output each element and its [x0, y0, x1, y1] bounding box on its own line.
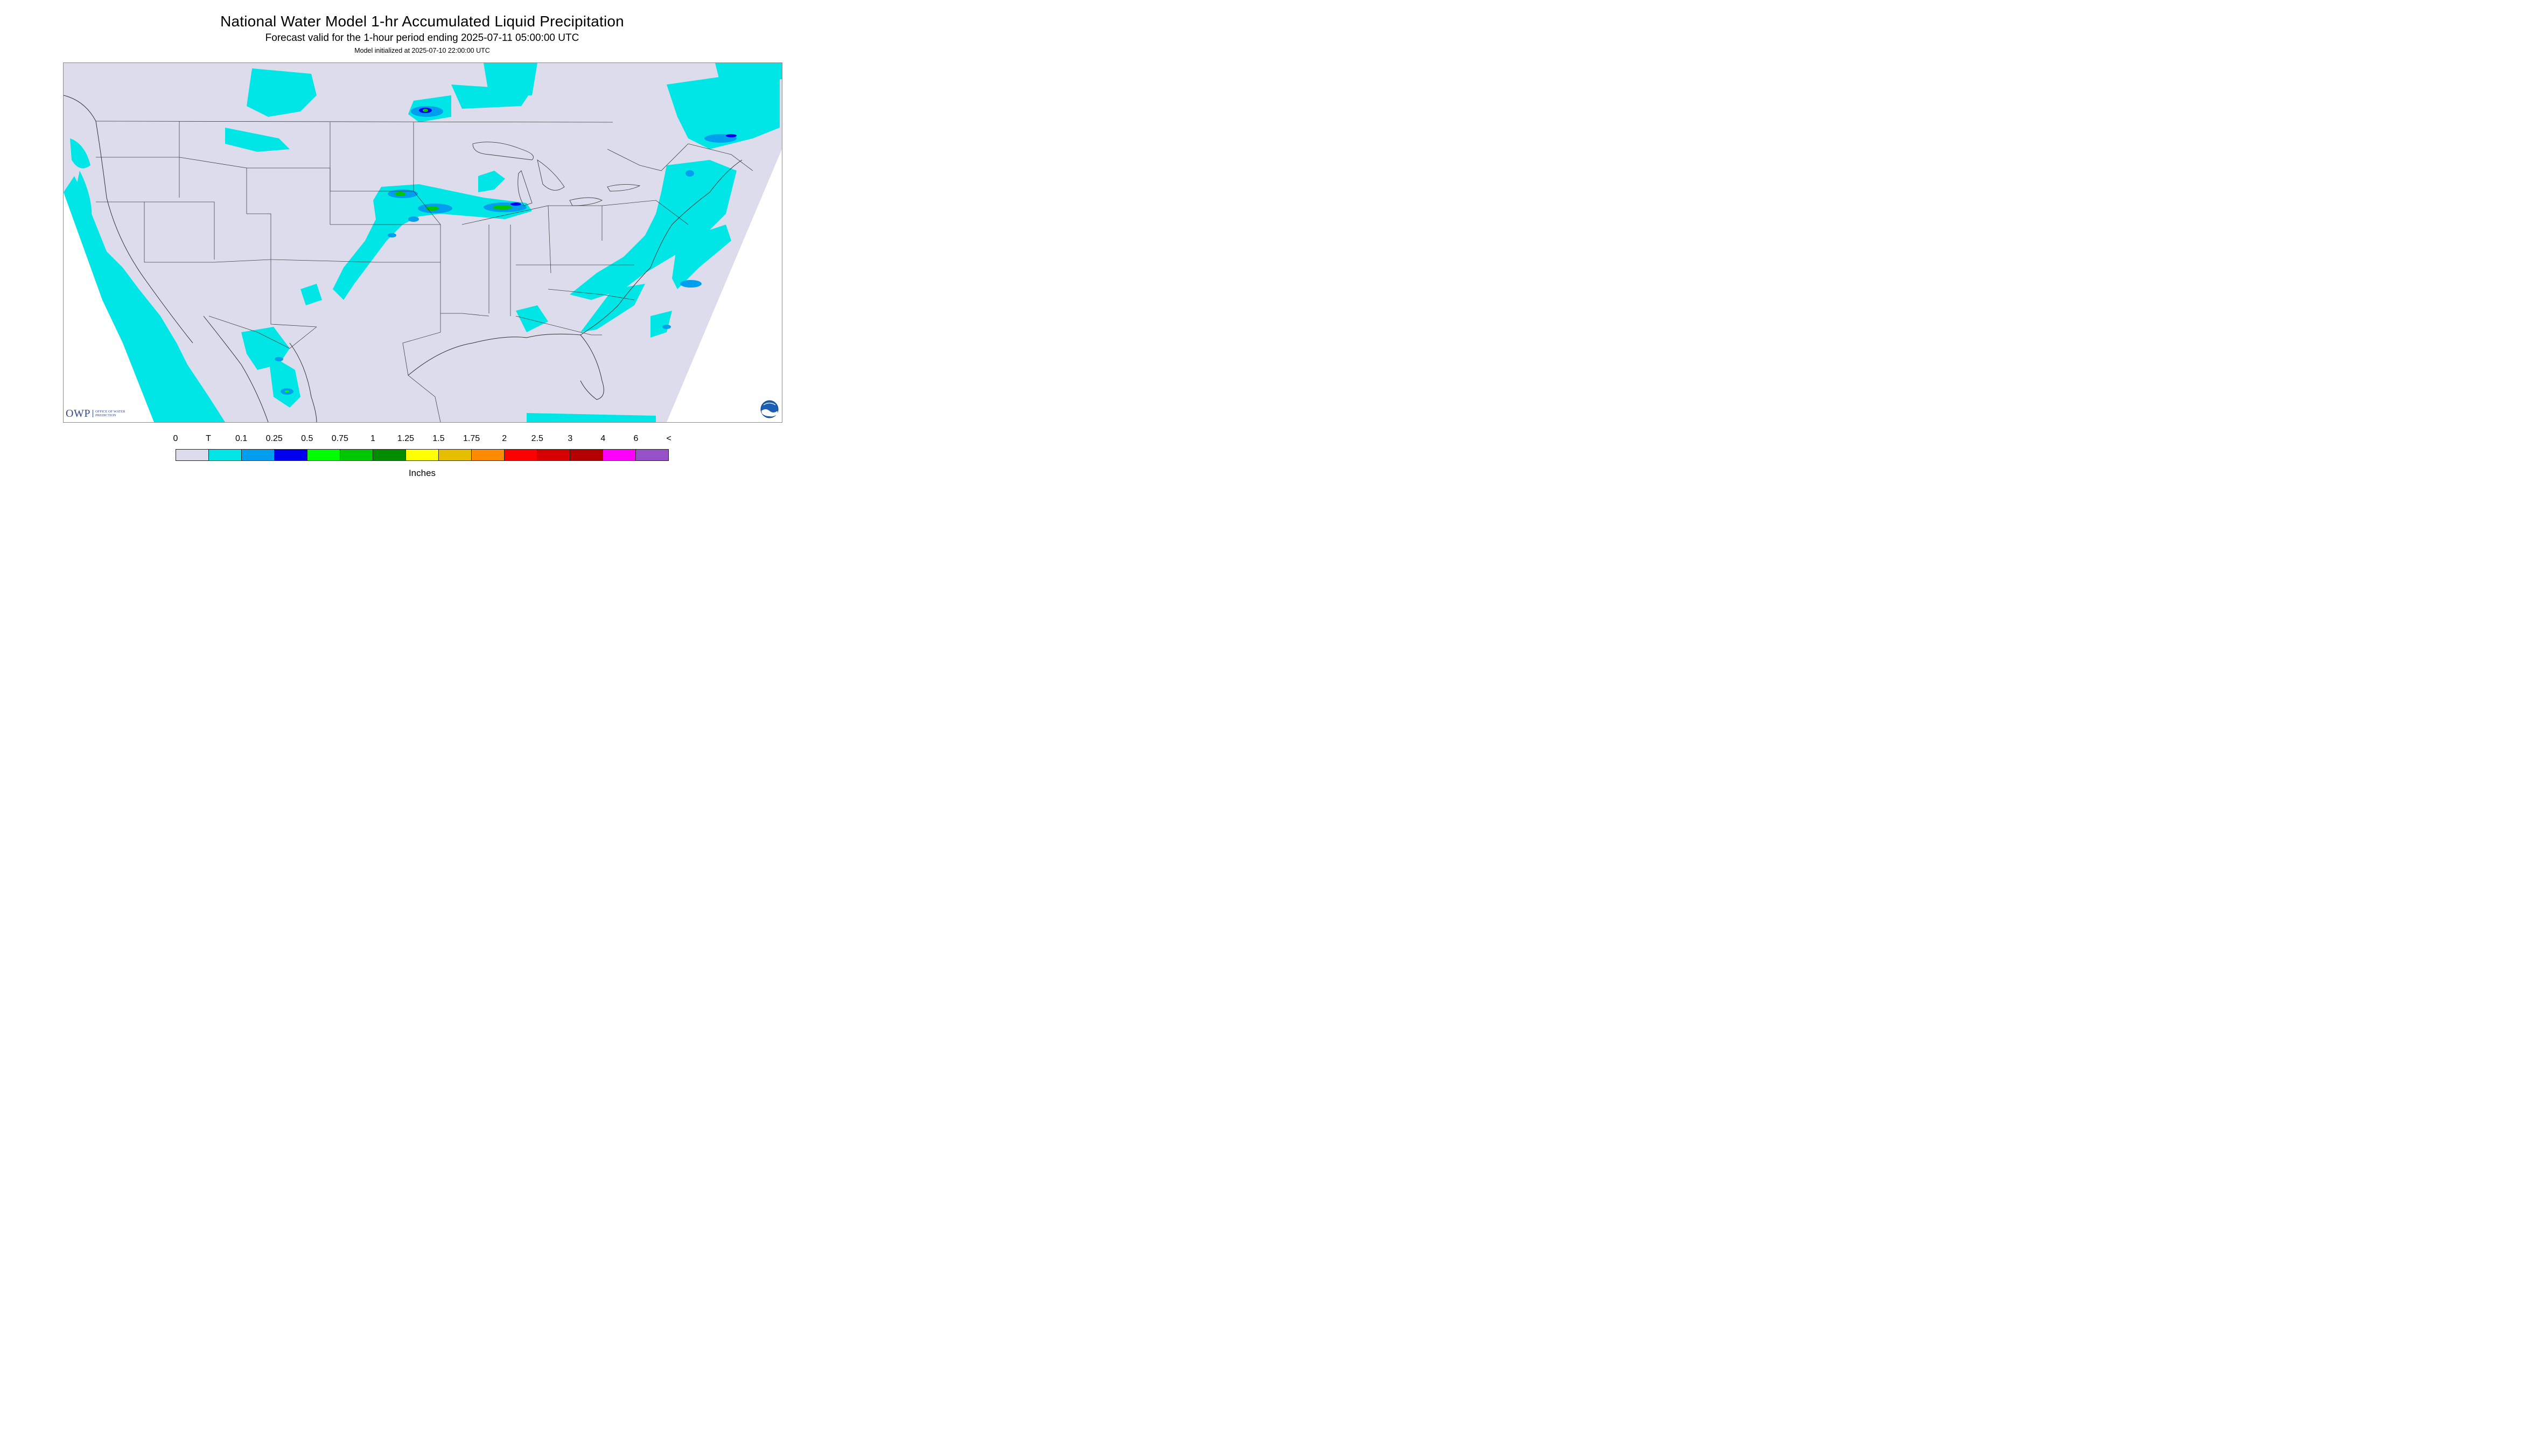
legend-bin	[505, 450, 537, 460]
legend-label: 2	[502, 434, 507, 443]
precip-trace-layer	[64, 63, 782, 422]
legend-bin	[275, 450, 307, 460]
legend-bin	[242, 450, 275, 460]
legend-label: 3	[568, 434, 573, 443]
map-canvas	[64, 63, 782, 422]
legend-units: Inches	[408, 468, 436, 478]
precip-heavy-layer	[275, 106, 737, 395]
legend-bin	[439, 450, 472, 460]
legend-label: 6	[633, 434, 639, 443]
legend-bin	[537, 450, 570, 460]
legend-label: 1.5	[432, 434, 445, 443]
legend-label: 0.5	[301, 434, 313, 443]
legend-label: 4	[600, 434, 606, 443]
noaa-logo-icon	[760, 400, 779, 418]
coastlines	[64, 95, 743, 422]
legend-label: <	[666, 434, 671, 443]
legend-label: 0.25	[265, 434, 283, 443]
legend-bin	[406, 450, 439, 460]
legend-labels: 0 T 0.1 0.25 0.5 0.75 1 1.25 1.5 1.75 2 2.5 3 4 6 <	[0, 434, 844, 445]
precipitation-map	[63, 62, 782, 423]
legend-label: 0.75	[331, 434, 348, 443]
legend-bin	[636, 450, 668, 460]
legend-label: T	[206, 434, 211, 443]
great-lakes	[472, 142, 641, 206]
legend-bin	[603, 450, 636, 460]
legend-bin	[340, 450, 373, 460]
legend-bin	[176, 450, 209, 460]
legend-bin	[373, 450, 406, 460]
legend-bin	[209, 450, 242, 460]
legend-bin	[307, 450, 340, 460]
legend-label: 0	[173, 434, 178, 443]
legend-label: 2.5	[531, 434, 543, 443]
owp-logo-mark: OWP	[66, 407, 90, 419]
legend-label: 1	[370, 434, 375, 443]
legend-label: 0.1	[235, 434, 248, 443]
legend-label: 1.25	[397, 434, 415, 443]
owp-logo-text: OFFICE OF WATER PREDICTION	[92, 410, 125, 417]
legend-bin	[570, 450, 603, 460]
valid-time-subtitle: Forecast valid for the 1-hour period end…	[265, 32, 579, 44]
legend-colorbar	[176, 449, 669, 461]
owp-logo: OWP OFFICE OF WATER PREDICTION	[66, 407, 125, 420]
chart-title: National Water Model 1-hr Accumulated Li…	[220, 13, 624, 30]
model-init-text: Model initialized at 2025-07-10 22:00:00…	[354, 47, 490, 54]
political-boundaries	[95, 121, 753, 422]
legend-label: 1.75	[463, 434, 480, 443]
legend-bin	[472, 450, 505, 460]
